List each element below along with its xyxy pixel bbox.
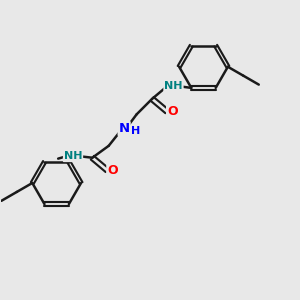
Text: O: O <box>107 164 118 177</box>
Text: N: N <box>118 122 130 135</box>
Text: H: H <box>131 126 140 136</box>
Text: NH: NH <box>64 151 82 161</box>
Text: NH: NH <box>164 81 183 92</box>
Text: O: O <box>167 105 178 118</box>
